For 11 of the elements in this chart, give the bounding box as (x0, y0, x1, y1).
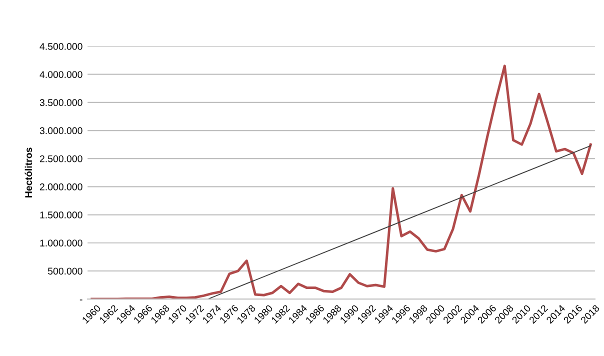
y-tick-label: 500.000 (48, 268, 82, 275)
y-tick-label: 2.000.000 (40, 183, 82, 190)
y-tick-label: 2.500.000 (40, 155, 82, 162)
y-tick-label: 1.000.000 (40, 240, 82, 246)
y-tick-label: 4.000.000 (40, 71, 82, 78)
line-series (90, 64, 592, 300)
y-tick-label: 3.500.000 (40, 99, 82, 106)
y-tick-label: 3.000.000 (40, 127, 82, 134)
y-tick-label: 4.500.000 (40, 43, 82, 50)
y-axis-title: Hectólitros (24, 148, 32, 198)
y-tick-label: 1.500.000 (40, 212, 82, 218)
